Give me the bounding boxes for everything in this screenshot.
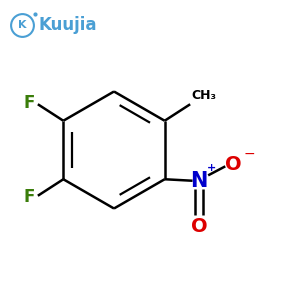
- Text: F: F: [23, 94, 35, 112]
- Text: O: O: [191, 217, 208, 236]
- Text: −: −: [243, 147, 255, 161]
- Text: CH₃: CH₃: [192, 89, 217, 102]
- Text: +: +: [207, 163, 216, 173]
- Text: K: K: [18, 20, 27, 31]
- Text: F: F: [23, 188, 35, 206]
- Text: Kuujia: Kuujia: [38, 16, 97, 34]
- Text: N: N: [190, 171, 208, 191]
- Text: O: O: [225, 155, 242, 174]
